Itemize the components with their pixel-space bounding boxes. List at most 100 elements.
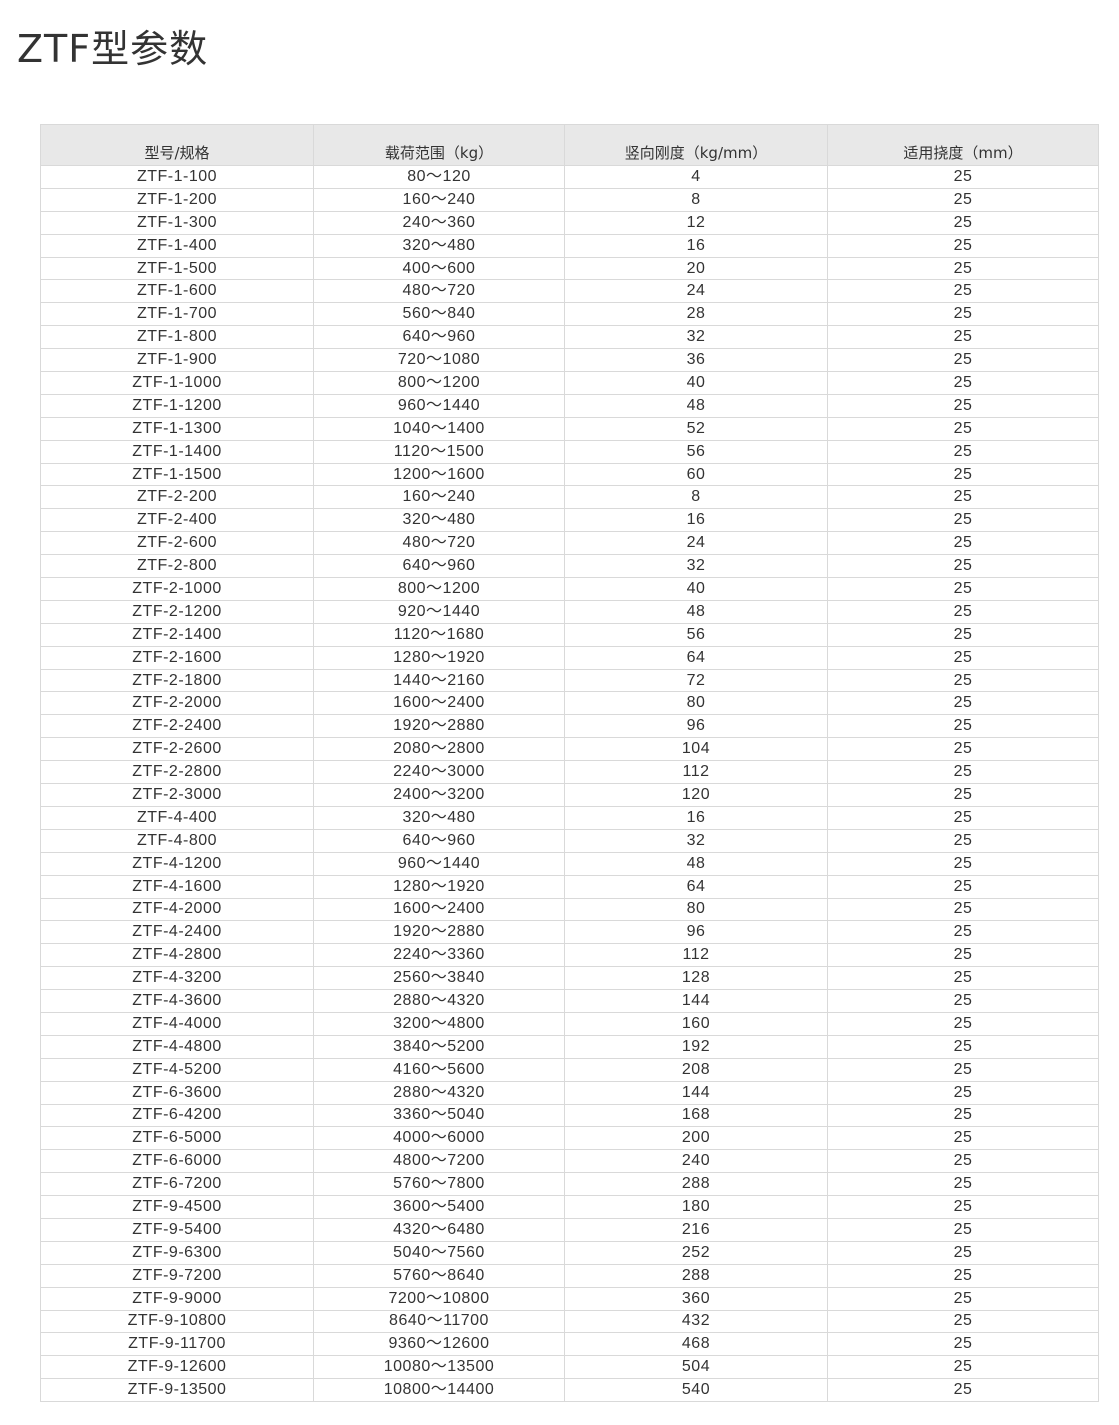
cell-load-range: 1120～1500 <box>313 439 565 464</box>
cell-stiffness: 40 <box>564 371 828 395</box>
cell-load-range: 1200～1600 <box>313 462 565 487</box>
page-title: ZTF型参数 <box>17 27 209 71</box>
table-row: ZTF-4-1200 960～1440 48 25 <box>40 851 1099 876</box>
table-row: ZTF-1-1400 1120～1500 56 25 <box>40 439 1099 464</box>
cell-load-range: 5760～7800 <box>313 1172 565 1197</box>
header-stiffness: 竖向刚度（kg/mm） <box>564 124 828 166</box>
cell-model: ZTF-4-2400 <box>40 920 314 945</box>
table-row: ZTF-4-1600 1280～1920 64 25 <box>40 874 1099 899</box>
cell-stiffness: 128 <box>564 966 828 991</box>
cell-load-range: 1920～2880 <box>313 920 565 945</box>
table-row: ZTF-2-1800 1440～2160 72 25 <box>40 668 1099 693</box>
cell-model: ZTF-2-1600 <box>40 645 314 670</box>
cell-load-range: 320～480 <box>313 233 565 258</box>
table-row: ZTF-2-2000 1600～2400 80 25 <box>40 691 1099 716</box>
table-row: ZTF-6-5000 4000～6000 200 25 <box>40 1126 1099 1151</box>
cell-load-range: 3840～5200 <box>313 1034 565 1059</box>
cell-load-range: 4320～6480 <box>313 1217 565 1242</box>
cell-model: ZTF-6-4200 <box>40 1103 314 1128</box>
cell-stiffness: 432 <box>564 1309 828 1334</box>
cell-stiffness: 504 <box>564 1355 828 1380</box>
cell-load-range: 5040～7560 <box>313 1240 565 1265</box>
cell-stiffness: 240 <box>564 1149 828 1174</box>
table-row: ZTF-4-3600 2880～4320 144 25 <box>40 989 1099 1013</box>
cell-model: ZTF-2-1200 <box>40 599 314 624</box>
cell-stiffness: 144 <box>564 989 828 1013</box>
cell-deflection: 25 <box>827 1126 1099 1151</box>
cell-load-range: 160～240 <box>313 485 565 510</box>
cell-model: ZTF-2-600 <box>40 531 314 556</box>
cell-stiffness: 216 <box>564 1217 828 1242</box>
cell-model: ZTF-4-2000 <box>40 897 314 922</box>
cell-model: ZTF-9-9000 <box>40 1286 314 1311</box>
cell-stiffness: 8 <box>564 485 828 510</box>
cell-load-range: 1600～2400 <box>313 691 565 716</box>
cell-load-range: 5760～8640 <box>313 1263 565 1288</box>
cell-deflection: 25 <box>827 966 1099 991</box>
cell-model: ZTF-1-800 <box>40 325 314 350</box>
cell-load-range: 960～1440 <box>313 393 565 418</box>
cell-model: ZTF-1-600 <box>40 279 314 304</box>
cell-deflection: 25 <box>827 256 1099 281</box>
cell-stiffness: 24 <box>564 279 828 304</box>
cell-load-range: 2560～3840 <box>313 966 565 991</box>
cell-stiffness: 96 <box>564 920 828 945</box>
cell-model: ZTF-2-800 <box>40 554 314 579</box>
cell-stiffness: 16 <box>564 805 828 830</box>
cell-model: ZTF-4-4000 <box>40 1011 314 1036</box>
cell-deflection: 25 <box>827 1011 1099 1036</box>
cell-stiffness: 112 <box>564 943 828 968</box>
cell-stiffness: 160 <box>564 1011 828 1036</box>
cell-stiffness: 16 <box>564 508 828 533</box>
header-model: 型号/规格 <box>40 124 314 166</box>
cell-stiffness: 288 <box>564 1263 828 1288</box>
cell-load-range: 920～1440 <box>313 599 565 624</box>
table-row: ZTF-1-700 560～840 28 25 <box>40 302 1099 327</box>
table-row: ZTF-9-11700 9360～12600 468 25 <box>40 1332 1099 1357</box>
cell-deflection: 25 <box>827 165 1099 189</box>
table-row: ZTF-9-12600 10080～13500 504 25 <box>40 1355 1099 1380</box>
cell-deflection: 25 <box>827 233 1099 258</box>
cell-load-range: 160～240 <box>313 187 565 212</box>
cell-stiffness: 468 <box>564 1332 828 1357</box>
cell-model: ZTF-9-5400 <box>40 1217 314 1242</box>
cell-load-range: 400～600 <box>313 256 565 281</box>
table-row: ZTF-9-7200 5760～8640 288 25 <box>40 1263 1099 1288</box>
cell-load-range: 2240～3360 <box>313 943 565 968</box>
cell-model: ZTF-1-1400 <box>40 439 314 464</box>
cell-load-range: 2080～2800 <box>313 737 565 762</box>
cell-stiffness: 48 <box>564 599 828 624</box>
cell-load-range: 1920～2880 <box>313 714 565 739</box>
table-row: ZTF-2-200 160～240 8 25 <box>40 485 1099 510</box>
cell-stiffness: 192 <box>564 1034 828 1059</box>
cell-model: ZTF-2-2400 <box>40 714 314 739</box>
table-row: ZTF-1-800 640～960 32 25 <box>40 325 1099 350</box>
cell-model: ZTF-2-1800 <box>40 668 314 693</box>
cell-load-range: 2880～4320 <box>313 989 565 1013</box>
table-row: ZTF-9-13500 10800～14400 540 25 <box>40 1378 1099 1403</box>
parameter-table: 型号/规格 载荷范围（kg） 竖向刚度（kg/mm） 适用挠度（mm） ZTF-… <box>40 124 1099 1403</box>
cell-model: ZTF-4-5200 <box>40 1057 314 1082</box>
table-row: ZTF-1-600 480～720 24 25 <box>40 279 1099 304</box>
cell-load-range: 1280～1920 <box>313 874 565 899</box>
table-row: ZTF-9-10800 8640～11700 432 25 <box>40 1309 1099 1334</box>
table-row: ZTF-4-4800 3840～5200 192 25 <box>40 1034 1099 1059</box>
cell-deflection: 25 <box>827 439 1099 464</box>
cell-load-range: 240～360 <box>313 210 565 235</box>
cell-deflection: 25 <box>827 210 1099 235</box>
table-row: ZTF-2-1600 1280～1920 64 25 <box>40 645 1099 670</box>
cell-stiffness: 24 <box>564 531 828 556</box>
cell-stiffness: 168 <box>564 1103 828 1128</box>
cell-model: ZTF-9-10800 <box>40 1309 314 1334</box>
cell-deflection: 25 <box>827 279 1099 304</box>
cell-load-range: 640～960 <box>313 554 565 579</box>
cell-model: ZTF-2-2600 <box>40 737 314 762</box>
cell-stiffness: 208 <box>564 1057 828 1082</box>
cell-model: ZTF-6-5000 <box>40 1126 314 1151</box>
cell-stiffness: 72 <box>564 668 828 693</box>
cell-load-range: 80～120 <box>313 165 565 189</box>
cell-load-range: 1120～1680 <box>313 622 565 647</box>
cell-stiffness: 540 <box>564 1378 828 1403</box>
cell-load-range: 3600～5400 <box>313 1195 565 1219</box>
cell-model: ZTF-9-4500 <box>40 1195 314 1219</box>
